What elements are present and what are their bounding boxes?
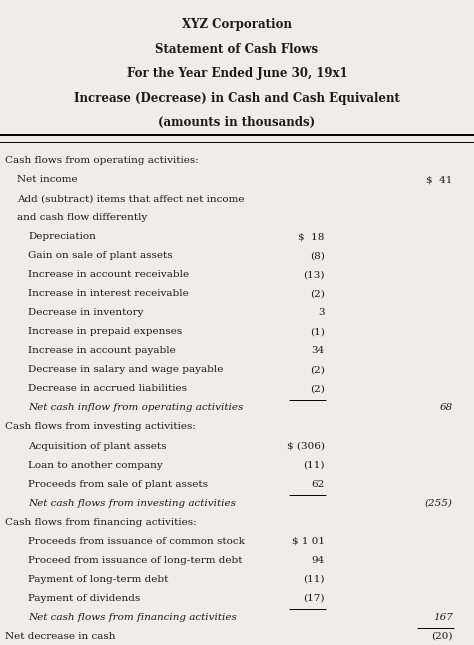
Text: $  18: $ 18 (298, 232, 325, 241)
Text: Increase in interest receivable: Increase in interest receivable (28, 289, 189, 298)
Text: Add (subtract) items that affect net income: Add (subtract) items that affect net inc… (17, 194, 244, 203)
Text: Net cash inflow from operating activities: Net cash inflow from operating activitie… (28, 404, 244, 412)
Text: Decrease in inventory: Decrease in inventory (28, 308, 144, 317)
Text: XYZ Corporation: XYZ Corporation (182, 18, 292, 31)
Text: (255): (255) (425, 499, 453, 508)
Text: $  41: $ 41 (426, 175, 453, 184)
Text: Gain on sale of plant assets: Gain on sale of plant assets (28, 251, 173, 260)
Text: Payment of long-term debt: Payment of long-term debt (28, 575, 169, 584)
Text: 3: 3 (318, 308, 325, 317)
Text: (amounts in thousands): (amounts in thousands) (158, 116, 316, 129)
Text: 167: 167 (433, 613, 453, 622)
Text: Depreciation: Depreciation (28, 232, 96, 241)
Text: (2): (2) (310, 384, 325, 393)
Text: Acquisition of plant assets: Acquisition of plant assets (28, 441, 167, 450)
Text: Loan to another company: Loan to another company (28, 461, 163, 470)
Text: Cash flows from investing activities:: Cash flows from investing activities: (5, 422, 196, 432)
Text: For the Year Ended June 30, 19x1: For the Year Ended June 30, 19x1 (127, 67, 347, 80)
Text: (11): (11) (303, 461, 325, 470)
Text: Statement of Cash Flows: Statement of Cash Flows (155, 43, 319, 55)
Text: Decrease in salary and wage payable: Decrease in salary and wage payable (28, 365, 224, 374)
Text: Proceeds from issuance of common stock: Proceeds from issuance of common stock (28, 537, 246, 546)
Text: (13): (13) (303, 270, 325, 279)
Text: (17): (17) (303, 593, 325, 602)
Text: and cash flow differently: and cash flow differently (17, 213, 147, 222)
Text: Decrease in accrued liabilities: Decrease in accrued liabilities (28, 384, 187, 393)
Text: 62: 62 (311, 479, 325, 488)
Text: (2): (2) (310, 289, 325, 298)
Text: (8): (8) (310, 251, 325, 260)
Text: 94: 94 (311, 555, 325, 564)
Text: $ 1 01: $ 1 01 (292, 537, 325, 546)
Text: Increase in account receivable: Increase in account receivable (28, 270, 190, 279)
Text: Proceed from issuance of long-term debt: Proceed from issuance of long-term debt (28, 555, 243, 564)
Text: Cash flows from financing activities:: Cash flows from financing activities: (5, 517, 196, 526)
Text: Increase in prepaid expenses: Increase in prepaid expenses (28, 327, 182, 336)
Text: Cash flows from operating activities:: Cash flows from operating activities: (5, 156, 199, 165)
Text: 68: 68 (439, 404, 453, 412)
Text: (2): (2) (310, 365, 325, 374)
Text: Net cash flows from investing activities: Net cash flows from investing activities (28, 499, 237, 508)
Text: (20): (20) (431, 631, 453, 640)
Text: Net decrease in cash: Net decrease in cash (5, 631, 115, 640)
Text: (1): (1) (310, 327, 325, 336)
Text: (11): (11) (303, 575, 325, 584)
Text: $ (306): $ (306) (287, 441, 325, 450)
Text: Net cash flows from financing activities: Net cash flows from financing activities (28, 613, 237, 622)
Text: Increase (Decrease) in Cash and Cash Equivalent: Increase (Decrease) in Cash and Cash Equ… (74, 92, 400, 104)
Text: Net income: Net income (17, 175, 77, 184)
Text: 34: 34 (311, 346, 325, 355)
Text: Proceeds from sale of plant assets: Proceeds from sale of plant assets (28, 479, 209, 488)
Text: Payment of dividends: Payment of dividends (28, 593, 141, 602)
Text: Increase in account payable: Increase in account payable (28, 346, 176, 355)
